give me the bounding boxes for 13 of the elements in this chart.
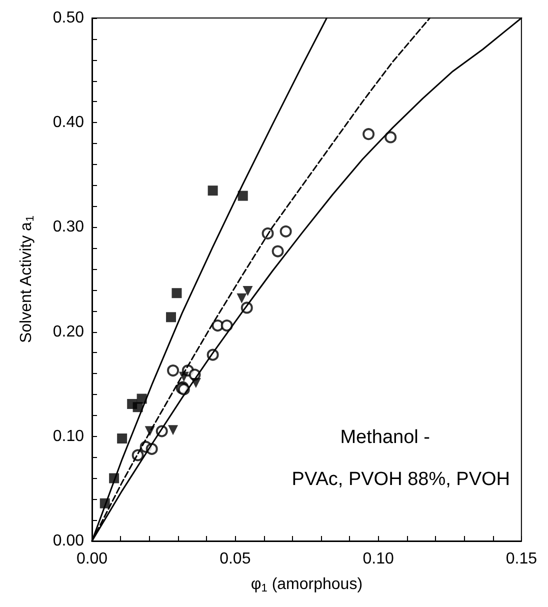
y-tick-label: 0.00: [52, 532, 84, 550]
y-tick-label: 0.30: [52, 218, 84, 236]
x-tick-label: 0.05: [220, 550, 251, 568]
y-tick-label: 0.50: [52, 10, 84, 26]
x-tick-label: 0.10: [362, 550, 394, 568]
y-tick-label: 0.40: [52, 114, 84, 132]
annotation: PVAc, PVOH 88%, PVOH: [292, 469, 510, 490]
y-tick-label: 0.20: [52, 323, 84, 340]
y-tick-label: 0.10: [52, 428, 84, 445]
annotation: Methanol -: [340, 427, 430, 448]
x-tick-label: 0.15: [506, 550, 538, 568]
x-tick-label: 0.00: [76, 550, 108, 568]
y-axis-title: Solvent Activity a1: [18, 216, 36, 344]
